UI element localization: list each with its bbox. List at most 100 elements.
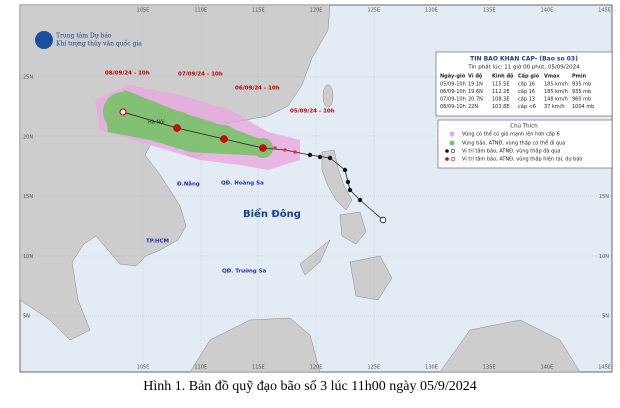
past-center (379, 216, 387, 224)
bulletin-cell: 22N (468, 104, 478, 110)
forecast-center (220, 135, 228, 143)
past-center (357, 197, 363, 203)
luzon (321, 149, 353, 211)
sea-label: Biển Đông (243, 207, 301, 220)
bulletin-cell: cấp 13 (518, 96, 535, 103)
place-label: Hà Nội (148, 119, 165, 126)
lon-label: 135E (483, 8, 496, 14)
past-center (283, 148, 287, 152)
legend-swatch (445, 149, 449, 153)
lon-label: 145E (598, 365, 611, 371)
legend-item: Vị trí tâm bão, ATNĐ, vùng thấp hiện tại… (462, 156, 582, 163)
lat-label: 5N (23, 314, 30, 320)
caption: Hình 1. Bản đồ quỹ đạo bão số 3 lúc 11h0… (143, 379, 477, 394)
bulletin-cell: 185 km/h (544, 82, 568, 88)
bulletin-column: Kinh độ (492, 73, 514, 80)
bulletin-issued: Tin phát lúc: 11 giờ 00 phút, 05/09/2024 (467, 64, 580, 71)
bulletin-cell: 19.6N (468, 89, 483, 95)
bulletin-cell: cấp 16 (518, 81, 535, 88)
bulletin-cell: 108.3E (492, 97, 509, 103)
lon-label: 140E (541, 8, 554, 14)
borneo (189, 317, 321, 373)
legend: Chú Thích Vùng có thể có gió mạnh lên hơ… (437, 119, 613, 169)
mainland (19, 4, 331, 341)
lon-label: 120E (310, 365, 323, 371)
legend-item: Vùng có thể có gió mạnh lên hơn cấp 6 (462, 131, 560, 138)
lat-label: 15N (599, 194, 609, 200)
lat-label: 10N (23, 254, 33, 260)
bulletin-cell: 06/09-10h (440, 89, 466, 95)
forecast-label: 07/09/24 - 10h (178, 72, 223, 78)
place-label: TP.HCM (146, 239, 169, 245)
legend-swatch (450, 156, 456, 162)
forecast-center (119, 108, 127, 116)
past-center (273, 146, 277, 150)
lat-label: 20N (23, 134, 33, 140)
lon-label: 110E (194, 8, 207, 14)
bulletin-cell: 07/09-10h (440, 97, 466, 103)
current-center (259, 144, 267, 152)
lon-label: 130E (425, 8, 438, 14)
bulletin-cell: 115.5E (492, 82, 509, 88)
bulletin-cell: 148 km/h (544, 97, 568, 103)
legend-swatch (445, 157, 449, 161)
lon-label: 120E (310, 8, 323, 14)
legend-swatch (449, 140, 455, 146)
bulletin-cell: 05/09-10h (440, 82, 466, 88)
bulletin-cell: 1004 mb (572, 104, 594, 110)
bulletin-cell: 935 mb (572, 82, 591, 88)
new-guinea (439, 319, 581, 373)
lon-label: 135E (483, 365, 496, 371)
legend-title: Chú Thích (510, 123, 538, 130)
bulletin-column: Cấp gió (518, 73, 540, 80)
graticule (20, 5, 612, 372)
legend-item: Vùng bão, ATNĐ, vùng thấp có thể đi qua (462, 140, 565, 147)
bulletin-cell: 08/09-10h (440, 104, 466, 110)
past-center (293, 150, 297, 154)
bulletin-cell: 960 mb (572, 97, 591, 103)
lat-label: 25N (23, 75, 33, 81)
agency-name: Trung tâm Dự báo (56, 33, 112, 40)
lon-label: 125E (367, 365, 380, 371)
land (19, 4, 581, 373)
lon-label: 125E (367, 8, 380, 14)
legend-box (437, 119, 613, 169)
lon-label: 140E (541, 365, 554, 371)
forecast-label: 06/09/24 - 10h (235, 86, 280, 92)
bulletin-box (435, 51, 613, 117)
lon-label: 130E (425, 365, 438, 371)
bulletin-cell: 37 km/h (544, 104, 565, 110)
taiwan (322, 84, 334, 108)
bulletin-cell: 935 mb (572, 89, 591, 95)
lon-label: 110E (194, 365, 207, 371)
place-label: Đ.Nẵng (177, 181, 200, 188)
past-center (317, 154, 323, 160)
past-center (347, 187, 353, 193)
past-center (307, 152, 313, 158)
past-center (342, 167, 348, 173)
agency-sub: Khí tượng thủy văn quốc gia (56, 41, 142, 48)
bulletin-column: Vĩ độ (468, 73, 483, 80)
place-label: QĐ. Trường Sa (222, 268, 267, 275)
bulletin-column: Pmin (572, 74, 587, 80)
lat-label: 5N (602, 314, 609, 320)
bulletin-title: TIN BAO KHAN CAP- (Bao so 03) (470, 56, 578, 63)
palawan (299, 239, 331, 276)
mindanao (349, 255, 393, 301)
bulletin: TIN BAO KHAN CAP- (Bao so 03) Tin phát l… (435, 51, 613, 117)
legend-swatch (450, 148, 456, 154)
bulletin-cell: 185 km/h (544, 89, 568, 95)
bulletin-column: Ngày-giờ (440, 73, 466, 80)
legend-swatch (449, 131, 455, 137)
lon-label: 115E (252, 8, 265, 14)
forecast-label: 05/09/24 - 10h (290, 109, 335, 115)
lon-label: 115E (252, 365, 265, 371)
place-label: QĐ. Hoàng Sa (221, 180, 264, 187)
bulletin-cell: 19.1N (468, 82, 483, 88)
past-center (327, 155, 333, 161)
visayas (339, 211, 367, 245)
lat-label: 10N (599, 254, 609, 260)
bulletin-cell: 103.8E (492, 104, 509, 110)
